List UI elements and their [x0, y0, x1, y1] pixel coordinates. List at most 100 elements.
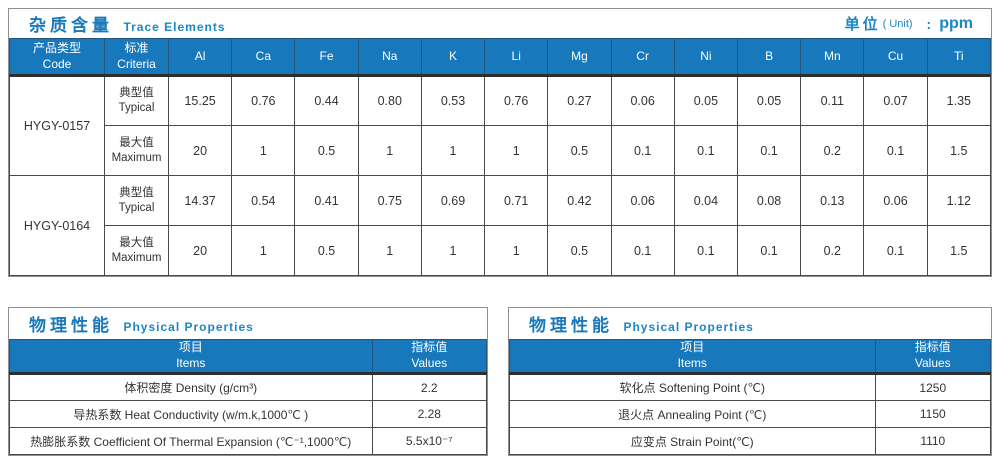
value-cell: 0.07 [863, 75, 928, 126]
section-title-en: Physical Properties [623, 320, 754, 334]
code-header-zh: 产品类型 [32, 40, 81, 55]
trace-header-row: 产品类型 Code 标准 Criteria Al Ca Fe Na K Li Mg Cr Ni B… [9, 38, 992, 76]
property-value: 2.2 [371, 373, 488, 401]
value-cell: 1 [231, 225, 296, 276]
trace-elements-section: 杂质含量 Trace Elements 单位 ( Unit) : ppm 产品类… [8, 8, 992, 277]
property-item: 应变点 Strain Point(℃) [509, 427, 876, 455]
value-cell: 0.05 [736, 75, 802, 126]
items-header-en: Items [677, 356, 707, 370]
value-cell: 0.5 [547, 225, 612, 276]
section-title-zh: 物理性能 [529, 316, 613, 335]
element-header-fe: Fe [294, 38, 359, 76]
code-header-en: Code [42, 56, 72, 71]
trace-table: 产品类型 Code 标准 Criteria Al Ca Fe Na K Li Mg Cr Ni B… [9, 38, 992, 276]
value-cell: 0.1 [673, 125, 738, 176]
values-column-header: 指标值 Values [874, 339, 992, 374]
element-header-ca: Ca [231, 38, 296, 76]
criteria-label-en: Maximum [111, 251, 162, 264]
property-item: 退火点 Annealing Point (℃) [509, 400, 876, 428]
criteria-label-en: Typical [118, 102, 155, 114]
criteria-label-zh: 典型值 [119, 87, 154, 100]
value-cell: 0.1 [863, 125, 928, 176]
physical-right-title: 物理性能 Physical Properties [529, 311, 754, 336]
value-cell: 14.37 [167, 175, 233, 226]
physical-left-title-bar: 物理性能 Physical Properties [9, 308, 487, 339]
element-header-al: Al [167, 38, 233, 76]
value-cell: 0.08 [736, 175, 802, 226]
section-title-en: Trace Elements [123, 20, 226, 34]
physical-left-title: 物理性能 Physical Properties [29, 311, 254, 336]
element-header-ni: Ni [673, 38, 738, 76]
value-cell: 0.27 [547, 75, 612, 126]
value-cell: 0.76 [231, 75, 296, 126]
value-cell: 1 [231, 125, 296, 176]
value-cell: 1.5 [926, 125, 992, 176]
value-cell: 0.5 [294, 225, 359, 276]
table-row: HYGY-0157 典型值 Typical 15.25 0.76 0.44 0.80 0.53… [9, 75, 992, 176]
value-cell: 0.06 [610, 75, 675, 126]
physical-left-table: 项目 Items 指标值 Values 体积密度 Density (g/cm³)… [9, 339, 488, 455]
value-cell: 0.1 [673, 225, 738, 276]
value-cell: 0.04 [673, 175, 738, 226]
physical-right-title-bar: 物理性能 Physical Properties [509, 308, 991, 339]
value-cell: 0.1 [736, 225, 802, 276]
criteria-label: 典型值 Typical [104, 75, 169, 126]
section-title-zh: 物理性能 [29, 316, 113, 335]
value-cell: 20 [167, 125, 233, 176]
values-header-en: Values [411, 356, 448, 370]
value-cell: 1 [420, 125, 486, 176]
element-header-k: K [420, 38, 486, 76]
table-row: 体积密度 Density (g/cm³) 2.2 [9, 373, 488, 401]
physical-properties-left-section: 物理性能 Physical Properties 项目 Items 指标值 Va… [8, 307, 488, 456]
value-cell: 0.2 [800, 225, 865, 276]
trace-section-title: 杂质含量 Trace Elements [29, 11, 226, 36]
trace-section-title-bar: 杂质含量 Trace Elements 单位 ( Unit) : ppm [9, 9, 991, 38]
criteria-header-en: Criteria [117, 56, 156, 71]
physical_right-body: 软化点 Softening Point (℃) 1250 退火点 Annealing… [509, 373, 992, 455]
value-cell: 0.76 [484, 75, 549, 126]
property-value: 1250 [874, 373, 992, 401]
value-cell: 0.54 [231, 175, 296, 226]
criteria-header-zh: 标准 [124, 40, 149, 55]
value-cell: 0.71 [484, 175, 549, 226]
unit-label: 单位 ( Unit) : ppm [845, 13, 973, 34]
value-cell: 1 [484, 125, 549, 176]
product-code: HYGY-0164 [9, 175, 105, 276]
items-header-zh: 项目 [680, 340, 705, 355]
criteria-label-en: Typical [118, 201, 155, 214]
value-cell: 0.75 [357, 175, 422, 226]
table-row: 退火点 Annealing Point (℃) 1150 [509, 400, 992, 428]
criteria-label-zh: 最大值 [119, 236, 154, 249]
criteria-label-zh: 最大值 [119, 136, 154, 149]
value-cell: 1 [420, 225, 486, 276]
items-column-header: 项目 Items [9, 339, 373, 374]
value-cell: 1 [357, 125, 422, 176]
property-value: 5.5x10⁻⁷ [371, 427, 488, 455]
items-column-header: 项目 Items [509, 339, 876, 374]
value-cell: 15.25 [167, 75, 233, 126]
element-header-mg: Mg [547, 38, 612, 76]
values-header-zh: 指标值 [411, 340, 448, 355]
values-header-en: Values [914, 356, 951, 370]
trace-body: HYGY-0157 典型值 Typical 15.25 0.76 0.44 0.80 0.53… [9, 75, 992, 276]
physical-right-header-row: 项目 Items 指标值 Values [509, 339, 992, 374]
value-cell: 0.44 [294, 75, 359, 126]
table-row: 软化点 Softening Point (℃) 1250 [509, 373, 992, 401]
element-header-na: Na [357, 38, 422, 76]
table-row: 热膨胀系数 Coefficient Of Thermal Expansion (… [9, 427, 488, 455]
table-row: HYGY-0164 典型值 Typical 14.37 0.54 0.41 0.75 0.69… [9, 175, 992, 276]
unit-label-en: ( Unit) [882, 17, 913, 30]
value-cell: 0.05 [673, 75, 738, 126]
property-item: 软化点 Softening Point (℃) [509, 373, 876, 401]
values-column-header: 指标值 Values [371, 339, 488, 374]
table-row: 导热系数 Heat Conductivity (w/m.k,1000℃ ) 2.2… [9, 400, 488, 428]
element-header-mn: Mn [800, 38, 865, 76]
table-row: 最大值 Maximum 20 1 0.5 1 1 1 0.5 0.1 0.1 0.1 0.2 0.1 1.5 [10, 225, 992, 276]
code-column-header: 产品类型 Code [9, 38, 105, 76]
items-header-zh: 项目 [178, 340, 203, 355]
element-header-li: Li [484, 38, 549, 76]
element-header-cu: Cu [863, 38, 928, 76]
value-cell: 0.11 [800, 75, 865, 126]
criteria-label-en: Maximum [111, 151, 162, 164]
value-cell: 20 [167, 225, 233, 276]
